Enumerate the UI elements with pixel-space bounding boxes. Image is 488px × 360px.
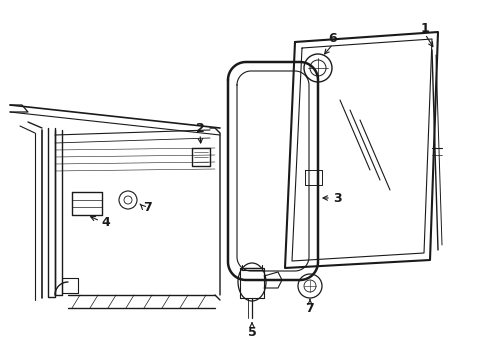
Text: 2: 2 [195, 122, 204, 135]
Text: 4: 4 [102, 216, 110, 229]
Text: 1: 1 [420, 22, 428, 35]
Text: 7: 7 [305, 302, 314, 315]
Text: 6: 6 [328, 32, 337, 45]
Text: 3: 3 [333, 192, 342, 204]
Text: 7: 7 [143, 201, 152, 213]
Text: 5: 5 [247, 325, 256, 338]
